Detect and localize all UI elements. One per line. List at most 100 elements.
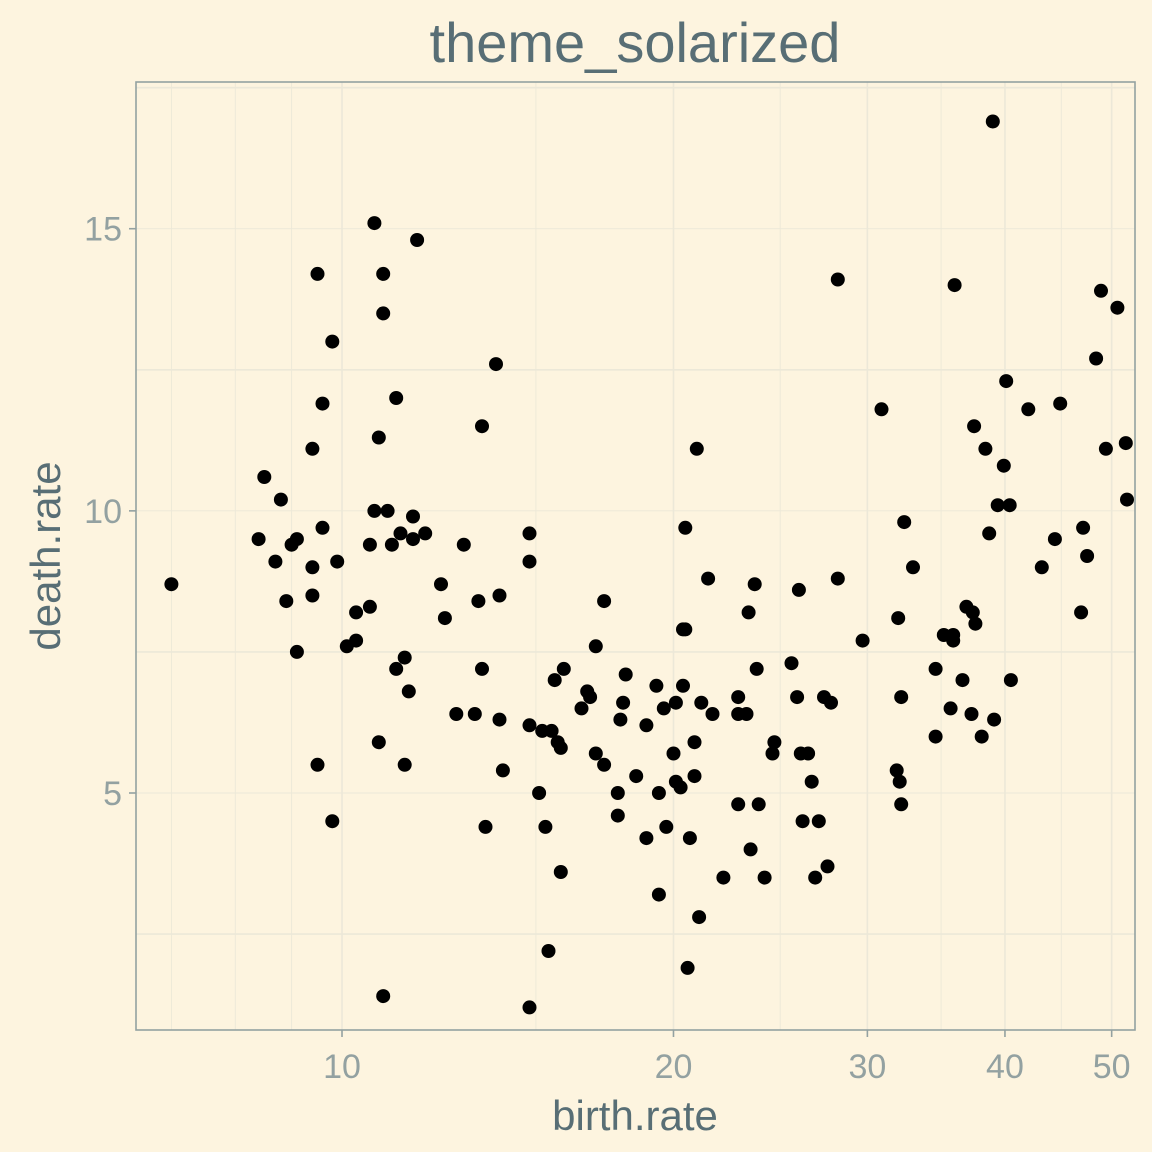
data-point	[471, 594, 486, 609]
data-point	[418, 526, 433, 541]
data-point	[315, 396, 330, 411]
data-point	[906, 560, 920, 575]
data-point	[701, 571, 716, 586]
data-point	[668, 695, 683, 710]
data-point	[362, 599, 377, 614]
data-point	[541, 944, 556, 958]
data-point	[553, 865, 568, 879]
data-point	[999, 374, 1014, 389]
data-point	[928, 661, 943, 676]
data-point	[376, 306, 391, 321]
data-point	[996, 458, 1011, 473]
x-tick-label: 30	[848, 1048, 886, 1086]
data-point	[475, 661, 489, 676]
data-point	[874, 402, 889, 417]
data-point	[376, 989, 391, 1004]
x-axis-title: birth.rate	[552, 1092, 718, 1139]
data-point	[955, 673, 970, 688]
data-point	[892, 774, 907, 789]
data-point	[978, 441, 993, 456]
data-point	[574, 701, 589, 716]
data-point	[305, 441, 320, 456]
data-point	[305, 588, 320, 603]
grid-lines	[136, 82, 1135, 1030]
data-point	[597, 757, 612, 772]
data-point	[544, 723, 559, 738]
data-point	[532, 786, 547, 800]
data-point	[692, 910, 707, 925]
data-point	[987, 712, 1002, 727]
data-point	[891, 611, 906, 626]
chart-title: theme_solarized	[430, 11, 841, 74]
x-tick-label: 20	[655, 1048, 693, 1086]
data-point	[478, 819, 493, 834]
x-tick-label: 10	[323, 1048, 361, 1086]
x-tick-label: 40	[986, 1048, 1024, 1086]
data-point	[522, 718, 537, 733]
data-point	[1034, 560, 1049, 575]
data-point	[1110, 300, 1125, 315]
data-point	[397, 650, 412, 665]
y-axis-title: death.rate	[22, 461, 69, 650]
data-point	[583, 690, 598, 705]
data-point	[820, 859, 835, 874]
data-point	[855, 633, 870, 648]
data-point	[894, 690, 909, 705]
data-point	[678, 520, 693, 535]
data-point	[367, 216, 382, 231]
data-point	[456, 537, 471, 552]
data-point	[731, 797, 746, 812]
data-point	[371, 430, 386, 445]
data-point	[830, 272, 845, 287]
data-point	[1074, 605, 1089, 620]
data-point	[676, 678, 690, 693]
data-point	[597, 594, 612, 609]
data-point	[556, 661, 571, 676]
data-point	[522, 526, 537, 541]
data-point	[678, 622, 693, 637]
data-point	[990, 498, 1005, 513]
data-point	[804, 774, 819, 789]
data-point	[384, 537, 399, 552]
data-point	[790, 690, 805, 705]
data-point	[289, 532, 304, 547]
data-point	[389, 391, 404, 405]
data-point	[1053, 396, 1068, 411]
data-point	[325, 334, 340, 349]
data-point	[694, 695, 709, 710]
data-point	[310, 757, 325, 772]
data-point	[928, 729, 943, 744]
data-point	[164, 577, 179, 592]
panel-border	[135, 81, 1136, 1031]
data-points	[164, 114, 1134, 1015]
data-point	[659, 819, 674, 834]
data-point	[946, 633, 961, 648]
data-point	[325, 814, 340, 829]
data-point	[808, 870, 823, 885]
y-tick-label: 15	[84, 211, 122, 249]
data-point	[613, 712, 628, 727]
data-point	[651, 786, 666, 800]
data-point	[1076, 520, 1091, 535]
data-point	[362, 537, 377, 552]
data-point	[1118, 436, 1133, 451]
data-point	[489, 357, 503, 372]
data-point	[705, 707, 720, 721]
data-point	[649, 678, 664, 693]
data-point	[811, 814, 826, 829]
data-point	[610, 808, 625, 823]
data-point	[731, 690, 746, 705]
data-point	[682, 831, 697, 846]
data-point	[389, 661, 404, 676]
y-tick-label: 10	[84, 493, 122, 531]
data-point	[522, 554, 537, 569]
data-point	[406, 532, 420, 547]
data-point	[757, 870, 772, 885]
data-point	[1003, 673, 1018, 688]
x-tick-label: 50	[1093, 1048, 1131, 1086]
data-point	[965, 605, 980, 620]
data-point	[974, 729, 989, 744]
data-point	[791, 582, 806, 597]
data-point	[1089, 351, 1104, 366]
